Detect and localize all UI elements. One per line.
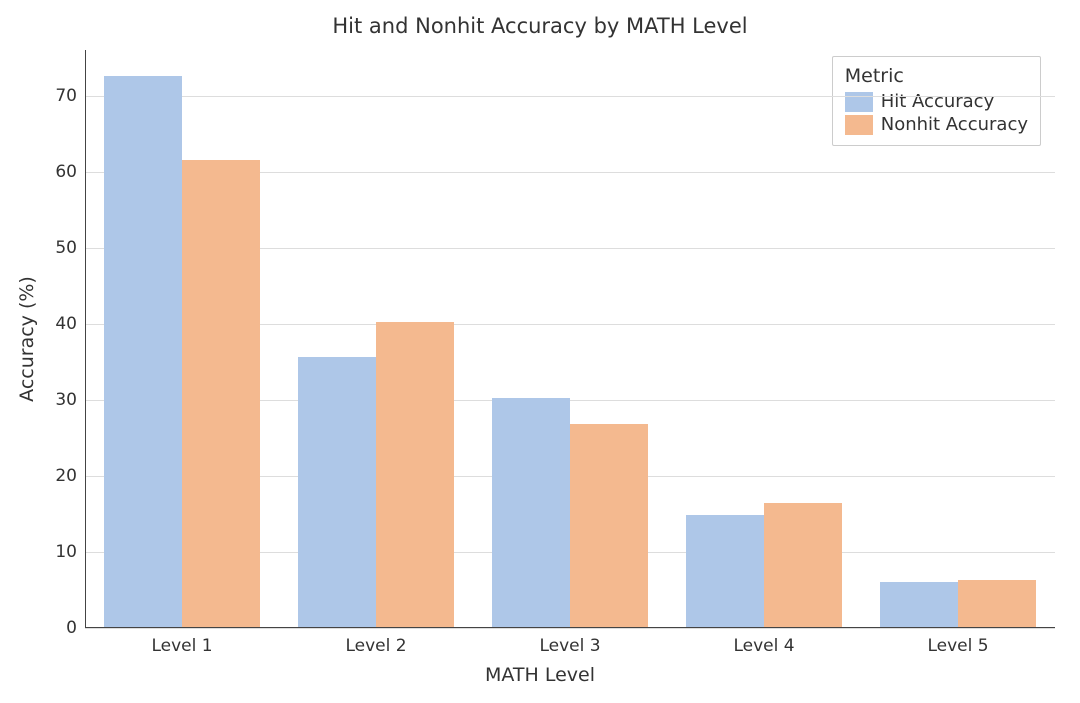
bar [764, 503, 842, 628]
bar [686, 515, 764, 628]
legend-item: Hit Accuracy [845, 91, 1028, 112]
legend-label: Nonhit Accuracy [881, 114, 1028, 135]
bar [958, 580, 1036, 628]
bar [376, 322, 454, 628]
legend: Metric Hit AccuracyNonhit Accuracy [832, 56, 1041, 146]
legend-label: Hit Accuracy [881, 91, 995, 112]
gridline [85, 96, 1055, 97]
ytick-label: 50 [55, 238, 85, 258]
ytick-label: 60 [55, 162, 85, 182]
ytick-label: 40 [55, 314, 85, 334]
legend-title: Metric [845, 65, 1028, 87]
xtick-label: Level 3 [539, 628, 600, 656]
bar [182, 160, 260, 628]
ytick-label: 10 [55, 542, 85, 562]
ytick-label: 20 [55, 466, 85, 486]
x-axis-spine [85, 627, 1055, 628]
chart-container: Hit and Nonhit Accuracy by MATH Level Ac… [0, 0, 1080, 703]
ytick-label: 70 [55, 86, 85, 106]
y-axis-spine [85, 50, 86, 628]
legend-item: Nonhit Accuracy [845, 114, 1028, 135]
chart-title: Hit and Nonhit Accuracy by MATH Level [0, 14, 1080, 38]
ytick-label: 0 [66, 618, 85, 638]
xtick-label: Level 2 [345, 628, 406, 656]
xtick-label: Level 4 [733, 628, 794, 656]
ytick-label: 30 [55, 390, 85, 410]
bar [492, 398, 570, 628]
bar [298, 357, 376, 629]
legend-swatch [845, 92, 873, 112]
bar [880, 582, 958, 628]
x-axis-label: MATH Level [485, 664, 595, 686]
legend-swatch [845, 115, 873, 135]
xtick-label: Level 5 [927, 628, 988, 656]
y-axis-label: Accuracy (%) [16, 276, 38, 402]
bar [104, 76, 182, 628]
plot-area: Metric Hit AccuracyNonhit Accuracy 01020… [85, 50, 1055, 628]
xtick-label: Level 1 [151, 628, 212, 656]
bar [570, 424, 648, 628]
